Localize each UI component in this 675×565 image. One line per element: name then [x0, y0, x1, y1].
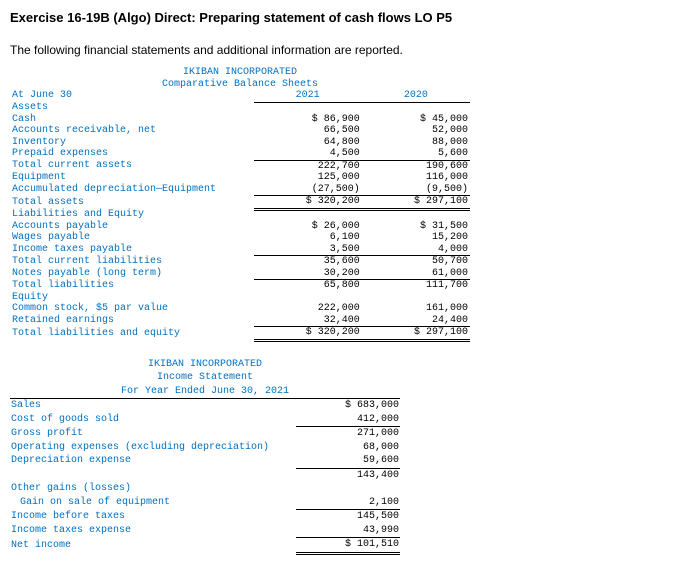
other-gains-header: Other gains (losses) — [10, 482, 296, 496]
row-val: 145,500 — [296, 510, 400, 524]
row-val: 66,500 — [254, 125, 362, 137]
row-val: $ 297,100 — [362, 327, 470, 341]
row-val: $ 101,510 — [296, 538, 400, 554]
is-period: For Year Ended June 30, 2021 — [10, 385, 400, 399]
row-label: Notes payable (long term) — [10, 268, 254, 280]
row-val: (9,500) — [362, 184, 470, 196]
row-val: 24,400 — [362, 315, 470, 327]
row-val: 35,600 — [254, 256, 362, 268]
row-val: 4,500 — [254, 148, 362, 160]
is-subtitle: Income Statement — [10, 371, 400, 385]
row-label: Common stock, $5 par value — [10, 303, 254, 315]
row-label: Total assets — [10, 196, 254, 210]
row-val: 116,000 — [362, 172, 470, 184]
row-label: Accounts receivable, net — [10, 125, 254, 137]
row-label: Gross profit — [10, 427, 296, 441]
row-val: (27,500) — [254, 184, 362, 196]
income-statement-header: IKIBAN INCORPORATED Income Statement For… — [10, 358, 400, 400]
row-val: 143,400 — [296, 468, 400, 482]
row-val: 190,600 — [362, 160, 470, 172]
row-val: 412,000 — [296, 413, 400, 427]
row-val: 111,700 — [362, 280, 470, 292]
row-val: 32,400 — [254, 315, 362, 327]
row-label: Income before taxes — [10, 510, 296, 524]
row-label: Wages payable — [10, 232, 254, 244]
row-label — [10, 468, 296, 482]
row-val: $ 683,000 — [296, 399, 400, 413]
row-label: Accounts payable — [10, 221, 254, 233]
row-val: 2,100 — [296, 496, 400, 510]
balance-sheet-block: IKIBAN INCORPORATED Comparative Balance … — [10, 67, 665, 555]
row-val: 68,000 — [296, 441, 400, 455]
row-val: 15,200 — [362, 232, 470, 244]
row-val: $ 320,200 — [254, 327, 362, 341]
row-val: $ 31,500 — [362, 221, 470, 233]
row-val: 30,200 — [254, 268, 362, 280]
row-label: Prepaid expenses — [10, 148, 254, 160]
row-val: 3,500 — [254, 244, 362, 256]
row-val: 64,800 — [254, 137, 362, 149]
row-label: Operating expenses (excluding depreciati… — [10, 441, 296, 455]
row-val: 6,100 — [254, 232, 362, 244]
row-val: 59,600 — [296, 454, 400, 468]
row-label: Equipment — [10, 172, 254, 184]
row-label: Income taxes expense — [10, 524, 296, 538]
row-val: 43,990 — [296, 524, 400, 538]
assets-header: Assets — [10, 102, 254, 114]
row-val: 61,000 — [362, 268, 470, 280]
intro-text: The following financial statements and a… — [10, 43, 665, 57]
year-2021: 2021 — [254, 90, 362, 102]
balance-sheet-table: At June 30 2021 2020 Assets Cash$ 86,900… — [10, 90, 470, 342]
row-label: Sales — [10, 399, 296, 413]
row-val: 52,000 — [362, 125, 470, 137]
row-val: 50,700 — [362, 256, 470, 268]
row-label: Cash — [10, 114, 254, 126]
row-val: 222,700 — [254, 160, 362, 172]
row-label: Income taxes payable — [10, 244, 254, 256]
equity-header: Equity — [10, 292, 254, 304]
income-statement-table: Sales$ 683,000 Cost of goods sold412,000… — [10, 399, 400, 555]
row-label: Gain on sale of equipment — [10, 496, 296, 510]
row-label: Inventory — [10, 137, 254, 149]
row-label: Total current assets — [10, 160, 254, 172]
company-name-2: IKIBAN INCORPORATED — [10, 358, 400, 372]
row-val: 271,000 — [296, 427, 400, 441]
exercise-title: Exercise 16-19B (Algo) Direct: Preparing… — [10, 10, 665, 25]
asof-label: At June 30 — [10, 90, 254, 102]
row-label: Total liabilities — [10, 280, 254, 292]
row-val: 4,000 — [362, 244, 470, 256]
row-val: 161,000 — [362, 303, 470, 315]
row-label: Total current liabilities — [10, 256, 254, 268]
bs-subtitle: Comparative Balance Sheets — [10, 79, 470, 91]
row-val: 88,000 — [362, 137, 470, 149]
row-label: Retained earnings — [10, 315, 254, 327]
row-val: 222,000 — [254, 303, 362, 315]
row-label: Cost of goods sold — [10, 413, 296, 427]
row-label: Depreciation expense — [10, 454, 296, 468]
row-val: $ 45,000 — [362, 114, 470, 126]
row-val: 65,800 — [254, 280, 362, 292]
company-name: IKIBAN INCORPORATED — [10, 67, 470, 79]
row-label: Net income — [10, 538, 296, 554]
balance-sheet-header: IKIBAN INCORPORATED Comparative Balance … — [10, 67, 470, 90]
row-label: Accumulated depreciation—Equipment — [10, 184, 254, 196]
row-val: 5,600 — [362, 148, 470, 160]
row-val: 125,000 — [254, 172, 362, 184]
row-val: $ 86,900 — [254, 114, 362, 126]
row-val: $ 26,000 — [254, 221, 362, 233]
row-val: $ 297,100 — [362, 196, 470, 210]
year-2020: 2020 — [362, 90, 470, 102]
liab-header: Liabilities and Equity — [10, 209, 254, 221]
row-label: Total liabilities and equity — [10, 327, 254, 341]
row-val: $ 320,200 — [254, 196, 362, 210]
